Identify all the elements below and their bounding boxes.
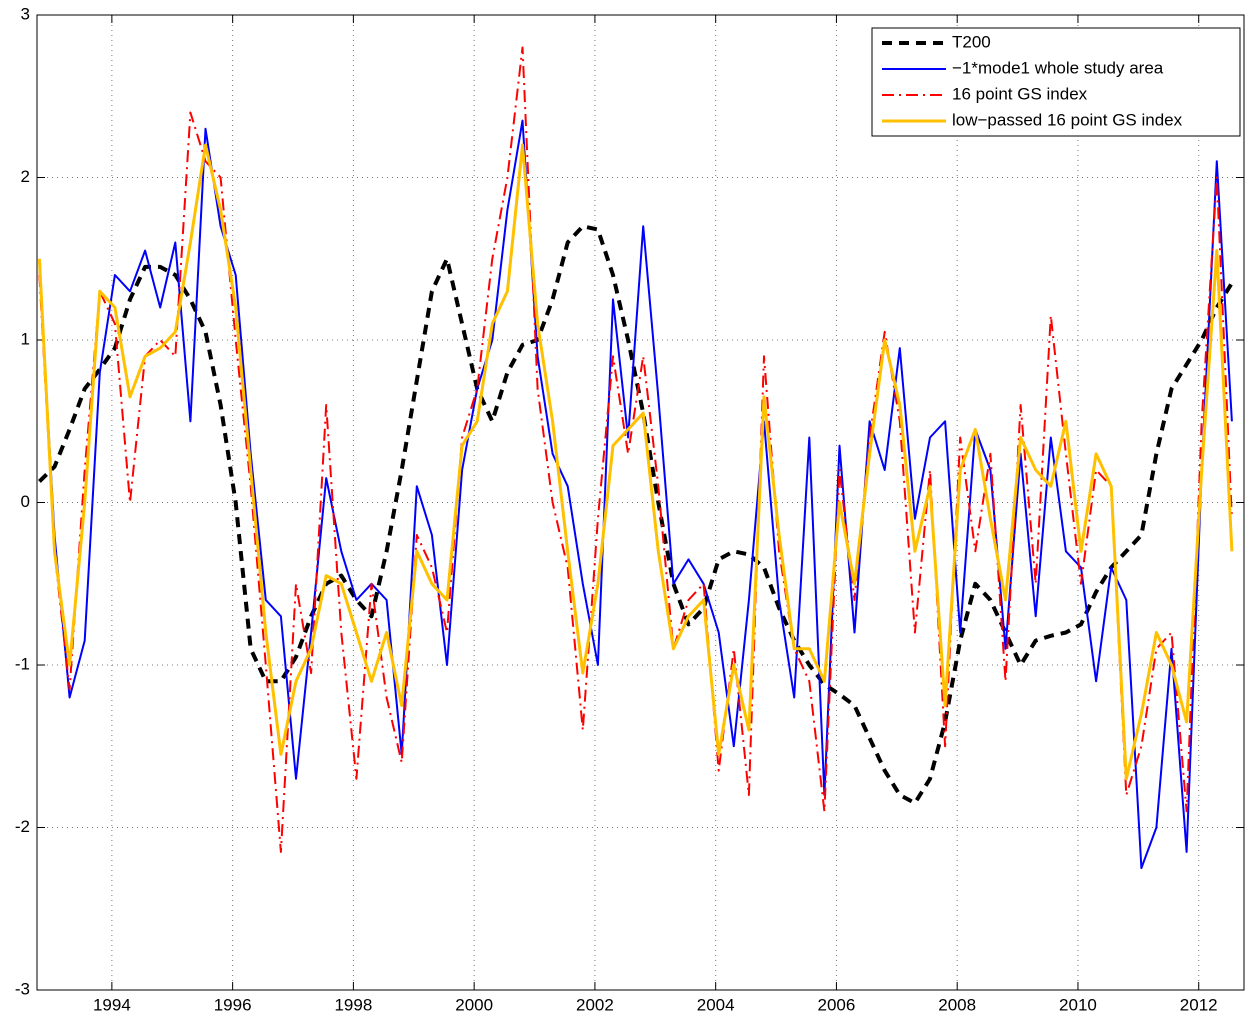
series-line [37, 143, 1234, 781]
y-tick-label: 2 [21, 167, 30, 186]
y-tick-label: 0 [21, 492, 30, 511]
legend-label: 16 point GS index [952, 84, 1088, 103]
legend-label: low−passed 16 point GS index [952, 110, 1183, 129]
series-line [38, 224, 1234, 806]
y-tick-label: -3 [15, 979, 30, 998]
x-tick-label: 2002 [576, 995, 614, 1014]
series-line [38, 119, 1233, 870]
legend-label: −1*mode1 whole study area [952, 58, 1164, 77]
x-tick-label: 2008 [938, 995, 976, 1014]
x-tick-label: 1994 [93, 995, 131, 1014]
y-tick-label: -1 [15, 654, 30, 673]
x-tick-label: 2000 [455, 995, 493, 1014]
y-tick-label: 1 [21, 329, 30, 348]
x-tick-label: 2006 [818, 995, 856, 1014]
y-tick-label: 3 [21, 4, 30, 23]
x-tick-label: 2004 [697, 995, 735, 1014]
series-line [38, 46, 1233, 853]
x-tick-label: 2012 [1180, 995, 1218, 1014]
x-tick-label: 2010 [1059, 995, 1097, 1014]
y-tick-label: -2 [15, 817, 30, 836]
x-tick-label: 1998 [334, 995, 372, 1014]
legend-label: T200 [952, 32, 991, 51]
legend-box [871, 27, 1241, 137]
x-tick-label: 1996 [214, 995, 252, 1014]
plot-frame [36, 14, 1245, 991]
